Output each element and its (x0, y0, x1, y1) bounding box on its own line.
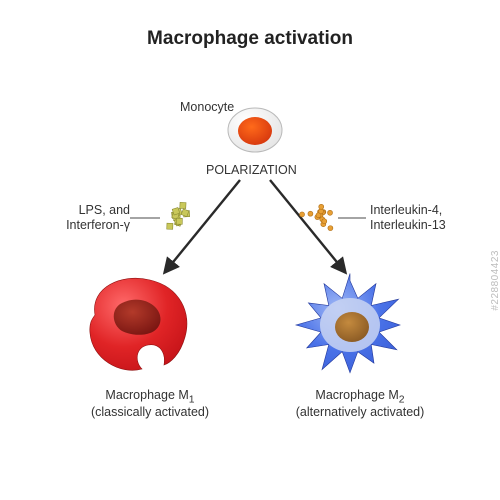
diagram-canvas (0, 0, 500, 500)
m1-macrophage (90, 278, 187, 370)
m2-macrophage (296, 274, 400, 373)
polarization-arrow-right (270, 180, 345, 272)
lps-ifng-particles (167, 202, 190, 229)
il4-il13-particles (300, 204, 333, 230)
monocyte-nucleus (238, 117, 272, 145)
polarization-arrow-left (165, 180, 240, 272)
